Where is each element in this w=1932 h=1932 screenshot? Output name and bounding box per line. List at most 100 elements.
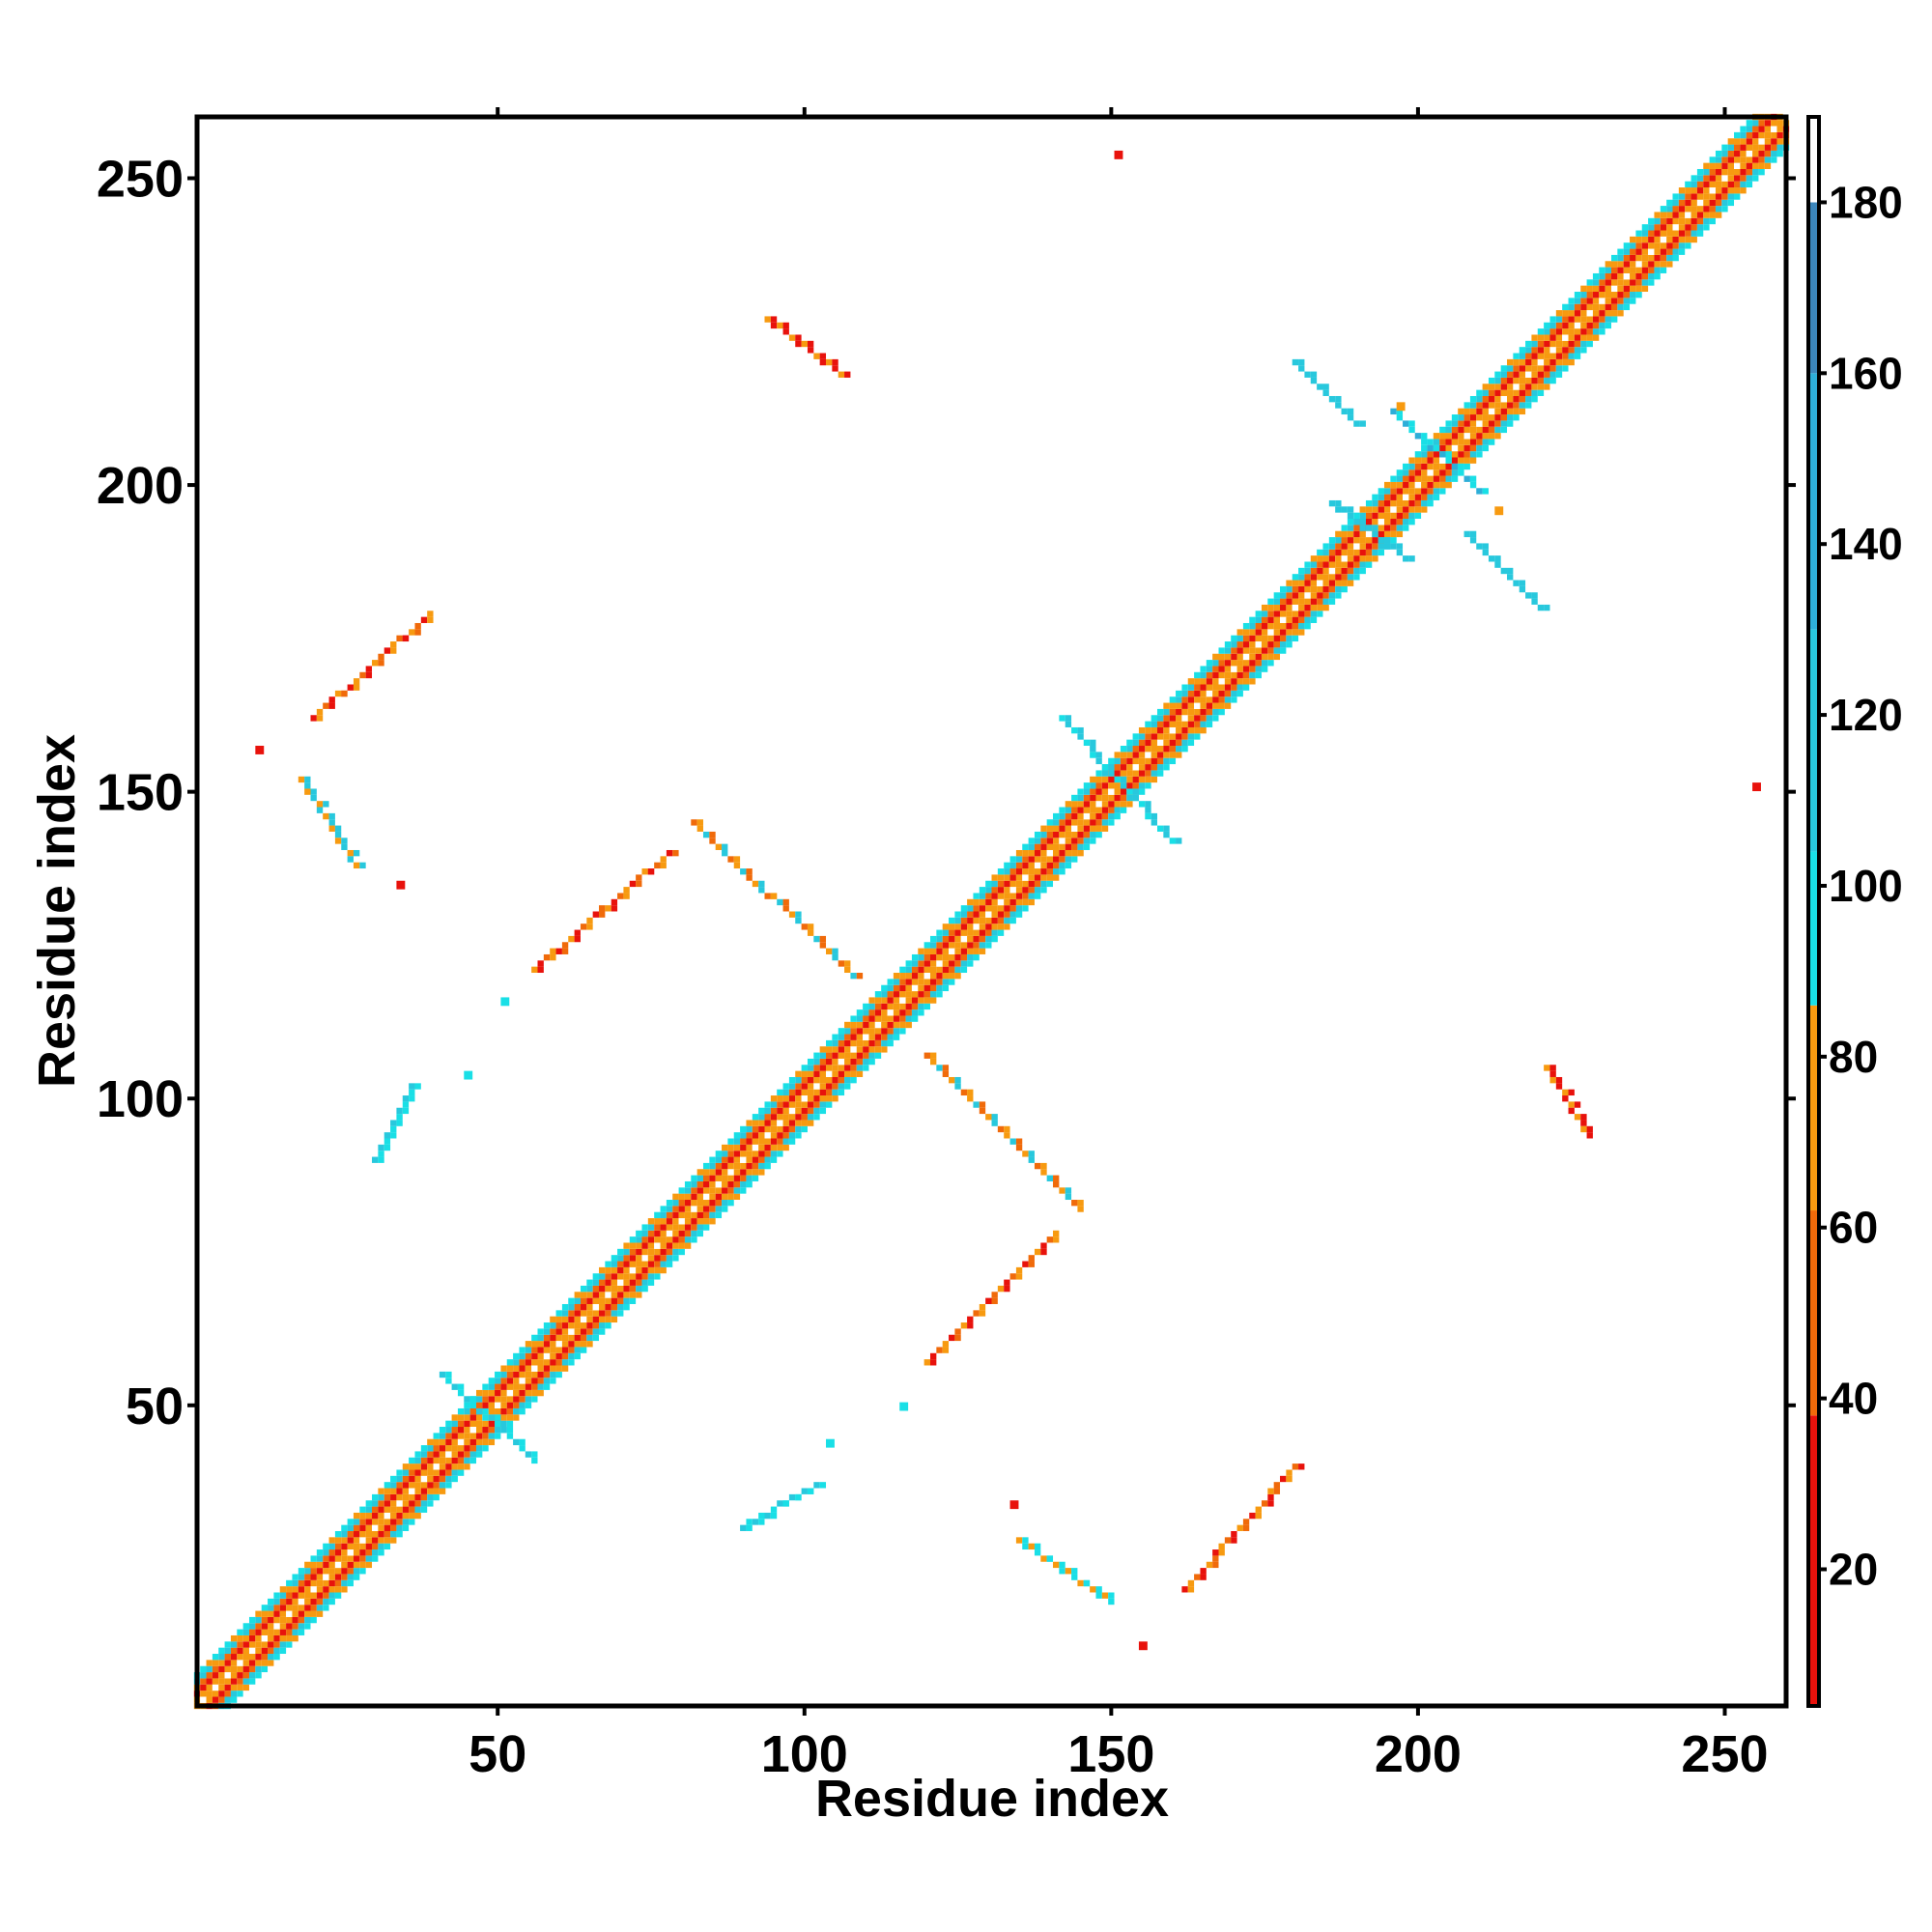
heatmap-cell — [1630, 236, 1636, 243]
heatmap-cell — [813, 1114, 820, 1121]
heatmap-cell — [672, 1206, 679, 1212]
heatmap-cell — [942, 935, 950, 943]
heatmap-cell — [1469, 414, 1477, 421]
heatmap-cell — [752, 1144, 759, 1151]
heatmap-cell — [555, 1322, 562, 1329]
colorbar-frame — [1806, 115, 1821, 1708]
heatmap-cell — [1623, 242, 1631, 249]
heatmap-cell — [384, 1488, 391, 1494]
heatmap-cell — [936, 966, 943, 974]
heatmap-cell — [237, 1654, 243, 1661]
contact-cell — [1114, 776, 1121, 783]
heatmap-cell — [1507, 371, 1514, 378]
heatmap-cell — [1678, 193, 1686, 200]
heatmap-cell — [1145, 757, 1151, 765]
heatmap-cell — [1218, 666, 1225, 672]
heatmap-cell — [666, 1242, 673, 1249]
heatmap-cell — [506, 1420, 514, 1428]
heatmap-cell — [1372, 499, 1378, 507]
heatmap-cell — [420, 1445, 428, 1452]
contact-cell — [666, 849, 673, 857]
heatmap-cell — [863, 1065, 869, 1071]
heatmap-cell — [1126, 739, 1133, 747]
heatmap-cell — [1390, 519, 1397, 526]
heatmap-cell — [1482, 408, 1489, 415]
heatmap-cell — [1574, 303, 1581, 311]
heatmap-cell — [292, 1610, 298, 1617]
heatmap-cell — [1599, 279, 1605, 286]
heatmap-cell — [1734, 175, 1741, 182]
heatmap-cell — [1592, 285, 1600, 293]
heatmap-cell — [1666, 242, 1673, 249]
heatmap-cell — [1433, 481, 1440, 489]
heatmap-cell — [985, 923, 992, 930]
heatmap-cell — [1108, 788, 1115, 795]
heatmap-cell — [647, 1279, 655, 1286]
heatmap-cell — [1255, 653, 1262, 661]
heatmap-cell — [396, 1493, 403, 1501]
contact-cell — [929, 1052, 937, 1059]
contact-cell — [660, 862, 667, 869]
contact-cell — [832, 365, 838, 372]
heatmap-cell — [365, 1530, 373, 1538]
heatmap-cell — [1721, 187, 1728, 194]
heatmap-cell — [561, 1322, 569, 1329]
heatmap-cell — [1028, 849, 1035, 857]
heatmap-cell — [967, 911, 974, 918]
heatmap-cell — [1335, 574, 1342, 581]
heatmap-cell — [1138, 764, 1146, 771]
heatmap-cell — [1574, 298, 1581, 304]
contact-cell — [347, 684, 354, 691]
contact-cell — [654, 862, 661, 869]
heatmap-cell — [592, 1328, 600, 1335]
heatmap-cell — [1120, 764, 1127, 771]
heatmap-cell — [218, 1654, 225, 1661]
heatmap-cell — [678, 1218, 685, 1225]
heatmap-cell — [722, 1175, 728, 1181]
heatmap-cell — [1427, 494, 1434, 500]
heatmap-cell — [1114, 801, 1121, 808]
heatmap-cell — [1672, 217, 1679, 225]
heatmap-cell — [1328, 567, 1336, 575]
contact-cell — [1077, 1579, 1084, 1587]
contact-cell — [819, 353, 827, 359]
heatmap-cell — [942, 948, 950, 954]
heatmap-cell — [1445, 444, 1452, 452]
heatmap-cell — [782, 1107, 789, 1115]
heatmap-cell — [1053, 812, 1060, 820]
heatmap-cell — [1292, 585, 1299, 593]
contact-cell — [1347, 506, 1354, 513]
heatmap-cell — [678, 1193, 685, 1201]
heatmap-cell — [967, 935, 974, 943]
contact-cell — [439, 1371, 446, 1378]
heatmap-cell — [1236, 671, 1243, 679]
heatmap-cell — [1372, 494, 1378, 500]
heatmap-cell — [605, 1261, 611, 1267]
heatmap-cell — [1696, 230, 1704, 237]
heatmap-cell — [586, 1303, 593, 1311]
heatmap-cell — [1310, 561, 1318, 568]
heatmap-cell — [1746, 138, 1753, 145]
heatmap-cell — [1095, 807, 1102, 813]
heatmap-cell — [433, 1438, 440, 1446]
colorbar-band — [1808, 851, 1819, 1006]
heatmap-cell — [1648, 261, 1655, 268]
heatmap-cell — [1065, 825, 1072, 832]
contact-cell — [696, 819, 703, 826]
heatmap-cell — [905, 1009, 912, 1016]
heatmap-cell — [439, 1469, 446, 1476]
heatmap-cell — [654, 1273, 661, 1280]
heatmap-cell — [887, 979, 894, 985]
heatmap-cell — [439, 1427, 446, 1434]
contact-cell — [777, 322, 783, 329]
heatmap-cell — [1568, 353, 1575, 359]
heatmap-cell — [1752, 162, 1759, 169]
heatmap-cell — [1666, 230, 1673, 237]
heatmap-cell — [1145, 782, 1151, 789]
heatmap-cell — [1500, 395, 1508, 403]
heatmap-cell — [1507, 402, 1514, 409]
heatmap-cell — [561, 1347, 569, 1353]
heatmap-cell — [1672, 230, 1679, 237]
heatmap-cell — [997, 929, 1005, 936]
contact-cell — [979, 1107, 986, 1115]
